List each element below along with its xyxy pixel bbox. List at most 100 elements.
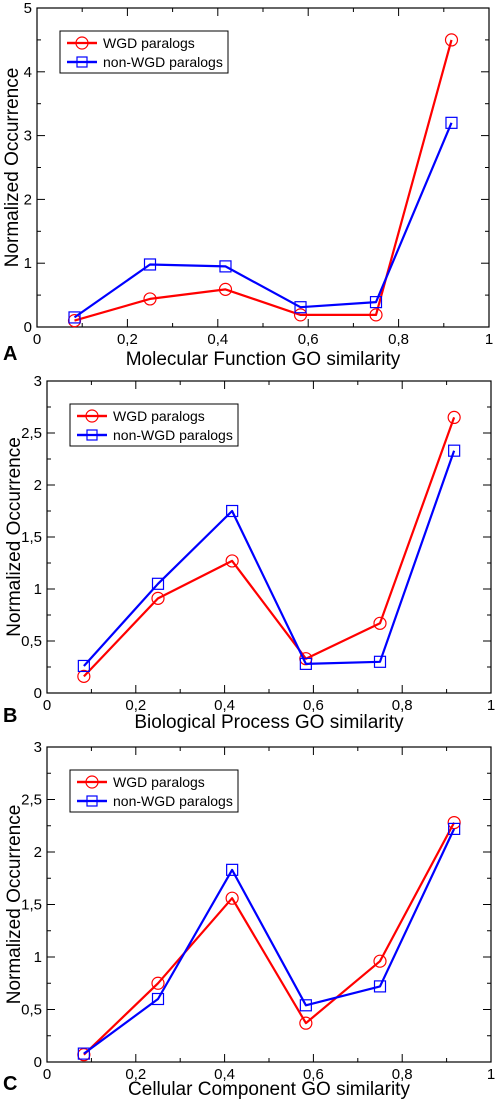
y-tick-label: 2	[24, 191, 32, 208]
panel-letter: B	[3, 705, 17, 727]
data-point-wgd	[373, 616, 387, 630]
data-point-non-wgd	[448, 444, 461, 457]
x-axis-title: Biological Process GO similarity	[134, 712, 404, 733]
panel-letter: A	[3, 343, 17, 365]
y-tick-label: 1,5	[21, 897, 42, 914]
data-point-wgd	[369, 308, 383, 322]
data-point-wgd	[218, 282, 233, 296]
x-tick-label: 0	[43, 1066, 51, 1083]
legend-box	[69, 769, 239, 813]
data-point-non-wgd	[77, 1047, 90, 1060]
legend-box	[69, 403, 239, 447]
x-tick-label: 0,4	[214, 1066, 235, 1083]
x-tick-label: 0	[43, 697, 51, 714]
legend-label-non-wgd: non-WGD paralogs	[113, 793, 233, 809]
legend-label-non-wgd: non-WGD paralogs	[103, 54, 223, 70]
y-tick-label: 2	[34, 844, 42, 861]
series-line-non-wgd	[83, 450, 456, 667]
series-line-non-wgd	[83, 828, 456, 1055]
data-point-non-wgd	[294, 301, 307, 314]
y-axis-title: Normalized Occurrence	[4, 437, 25, 637]
data-point-wgd	[225, 554, 239, 568]
y-tick-label: 0,5	[21, 633, 42, 650]
chart-panel-b: 0 0,2 0,4 0,6 0,8 1 0 0,5 1 1,5 2 2,5 3 Biological Pr…	[3, 373, 495, 733]
data-point-wgd	[293, 308, 308, 322]
y-tick-label: 0	[24, 319, 32, 336]
data-point-non-wgd	[77, 659, 90, 673]
x-tick-label: 0,6	[303, 697, 324, 714]
x-tick-label: 0	[33, 331, 41, 348]
data-point-non-wgd	[373, 980, 387, 993]
x-tick-label: 0,2	[117, 331, 138, 348]
y-tick-label: 3	[34, 739, 42, 756]
y-tick-label: 2	[34, 477, 42, 494]
data-point-wgd	[143, 292, 157, 306]
data-point-non-wgd	[226, 504, 239, 518]
y-tick-label: 3	[24, 128, 32, 145]
y-tick-label: 1	[34, 949, 42, 966]
x-tick-label: 0,4	[207, 331, 228, 348]
y-axis-title: Normalized Occurrence	[4, 805, 25, 1005]
y-tick-label: 4	[24, 64, 32, 81]
legend-box	[59, 30, 229, 74]
data-point-wgd	[225, 891, 239, 905]
x-tick-label: 1	[487, 1066, 495, 1083]
data-point-non-wgd	[373, 655, 387, 668]
series-line-wgd	[83, 822, 456, 1056]
data-point-wgd	[151, 591, 165, 605]
data-point-non-wgd	[219, 260, 232, 273]
data-point-non-wgd	[143, 258, 157, 271]
x-axis-title: Molecular Function GO similarity	[126, 349, 401, 370]
data-point-non-wgd	[448, 822, 461, 836]
y-tick-label: 5	[24, 0, 32, 17]
chart-panel-c: 0 0,2 0,4 0,6 0,8 1 0 0,5 1 1,5 2 2,5 3 Cellular Comp…	[3, 739, 495, 1100]
x-tick-label: 0,6	[303, 1066, 324, 1083]
y-tick-label: 2,5	[21, 792, 42, 809]
series-line-wgd	[74, 39, 453, 322]
data-point-non-wgd	[151, 992, 165, 1006]
data-point-wgd	[77, 669, 91, 683]
legend-label-non-wgd: non-WGD paralogs	[113, 427, 233, 443]
y-tick-label: 0	[34, 1054, 42, 1071]
series-line-non-wgd	[73, 122, 453, 319]
y-tick-label: 1	[24, 255, 32, 272]
data-point-wgd	[444, 33, 459, 47]
data-point-wgd	[373, 954, 387, 968]
x-tick-label: 0,8	[392, 1066, 413, 1083]
y-tick-label: 0	[34, 685, 42, 702]
x-tick-label: 0,8	[388, 331, 409, 348]
x-tick-label: 0,4	[214, 697, 235, 714]
data-point-non-wgd	[226, 863, 239, 876]
series-line-wgd	[83, 417, 456, 678]
data-point-non-wgd	[68, 311, 81, 324]
data-point-wgd	[447, 410, 461, 424]
data-point-wgd	[151, 976, 165, 990]
x-tick-label: 1	[487, 697, 495, 714]
x-tick-label: 0,2	[125, 697, 146, 714]
y-axis-title: Normalized Occurrence	[2, 68, 23, 268]
panel-letter: C	[3, 1073, 17, 1095]
data-point-non-wgd	[299, 657, 312, 670]
legend: WGD paralogs non-WGD paralogs	[69, 403, 239, 447]
data-point-non-wgd	[299, 999, 312, 1012]
data-point-non-wgd	[445, 116, 458, 129]
legend-label-wgd: WGD paralogs	[113, 774, 205, 790]
data-point-wgd	[447, 815, 461, 830]
y-tick-label: 1,5	[21, 529, 42, 546]
y-tick-label: 0,5	[21, 1002, 42, 1019]
x-axis-title: Cellular Component GO similarity	[128, 1079, 410, 1100]
data-point-non-wgd	[151, 577, 165, 590]
chart-panel-a: 0 0,2 0,4 0,6 0,8 1 0 1 2 3 4 5 Molecular Function G…	[2, 0, 493, 370]
legend-label-wgd: WGD paralogs	[113, 408, 205, 424]
x-tick-label: 1	[485, 331, 493, 348]
legend: WGD paralogs non-WGD paralogs	[69, 769, 239, 813]
data-point-wgd	[299, 1016, 313, 1030]
legend-label-wgd: WGD paralogs	[103, 35, 195, 51]
x-tick-label: 0,2	[125, 1066, 146, 1083]
y-tick-label: 3	[34, 373, 42, 390]
x-tick-label: 0,8	[392, 697, 413, 714]
y-tick-label: 2,5	[21, 425, 42, 442]
y-tick-label: 1	[34, 581, 42, 598]
data-point-non-wgd	[369, 296, 383, 309]
